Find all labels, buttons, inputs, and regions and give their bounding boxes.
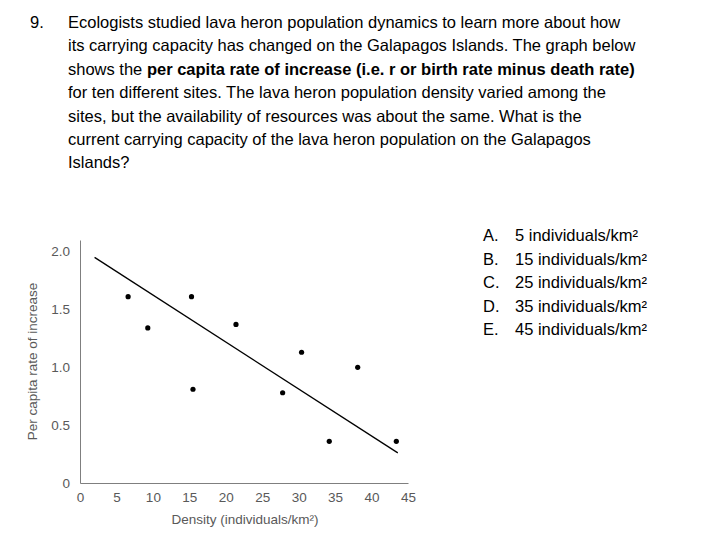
x-axis: 0 5 10 15 20 25 30 35 40 45 — [77, 483, 416, 505]
y-tick: 2.0 — [51, 244, 80, 259]
trend-line — [95, 257, 398, 453]
choice-text: 25 individuals/km² — [515, 273, 648, 291]
x-tick: 30 — [292, 483, 307, 505]
y-tick-label: 2.0 — [51, 244, 70, 259]
choice-letter: A. — [483, 226, 499, 244]
choice-text: 45 individuals/km² — [515, 320, 648, 338]
y-tick: 0.5 — [51, 418, 80, 433]
question-number: 9. — [30, 13, 44, 31]
question-run: current carrying capacity of the lava he… — [68, 130, 591, 148]
x-tick-label: 20 — [219, 490, 234, 505]
data-point — [299, 350, 304, 355]
x-tick: 25 — [255, 483, 270, 505]
question-line: for ten different sites. The lava heron … — [68, 83, 606, 101]
choice-letter: C. — [483, 273, 500, 291]
x-tick-label: 40 — [365, 490, 380, 505]
question-run: shows the — [68, 60, 147, 78]
y-tick-label: 0 — [62, 476, 70, 491]
y-tick-label: 0.5 — [51, 418, 70, 433]
y-tick: 1.0 — [51, 360, 80, 375]
x-tick-label: 30 — [292, 490, 307, 505]
choice-letter: D. — [483, 297, 500, 315]
y-tick: 0 — [62, 476, 80, 491]
x-tick-label: 45 — [401, 490, 416, 505]
x-tick-label: 0 — [77, 490, 85, 505]
question-line: current carrying capacity of the lava he… — [68, 130, 591, 148]
data-point — [190, 387, 195, 392]
choice-text: 15 individuals/km² — [515, 250, 648, 268]
y-tick: 1.5 — [51, 302, 80, 317]
choice-letter: E. — [483, 320, 499, 338]
x-tick: 35 — [328, 483, 343, 505]
question-run: Islands? — [68, 153, 129, 171]
x-tick-label: 5 — [113, 490, 121, 505]
choice-letter: B. — [483, 250, 499, 268]
question-line: Islands? — [68, 153, 129, 171]
x-tick: 40 — [365, 483, 380, 505]
data-point — [126, 294, 131, 299]
choice-text: 5 individuals/km² — [515, 226, 638, 244]
x-axis-line — [81, 483, 409, 484]
y-tick-label: 1.0 — [51, 360, 70, 375]
x-axis-title: Density (individuals/km²) — [171, 512, 318, 527]
question-run: its carrying capacity has changed on the… — [68, 36, 636, 54]
x-tick: 15 — [182, 483, 197, 505]
data-point — [145, 325, 150, 330]
question-run: Ecologists studied lava heron population… — [68, 13, 620, 31]
data-point — [189, 294, 194, 299]
x-tick: 0 — [77, 483, 85, 505]
y-axis-title: Per capita rate of increase — [25, 283, 40, 441]
y-tick-label: 1.5 — [51, 302, 70, 317]
question-line: sites, but the availability of resources… — [68, 107, 582, 125]
data-point — [280, 390, 285, 395]
x-tick-label: 10 — [146, 490, 161, 505]
data-point — [355, 365, 360, 370]
x-tick: 45 — [401, 483, 416, 505]
page-body: {"question": {"number": "9.", "lines": [… — [0, 0, 720, 540]
plot-area — [95, 257, 399, 453]
x-tick: 10 — [146, 483, 161, 505]
x-tick: 5 — [113, 483, 121, 505]
x-tick-label: 15 — [182, 490, 197, 505]
question-run: for ten different sites. The lava heron … — [68, 83, 606, 101]
question-line: Ecologists studied lava heron population… — [68, 13, 620, 31]
question-emphasis: per capita rate of increase (i.e. r or b… — [147, 60, 635, 78]
question-line: its carrying capacity has changed on the… — [68, 36, 636, 54]
page: 9. Ecologists studied lava heron populati… — [0, 0, 720, 540]
x-tick: 20 — [219, 483, 234, 505]
x-tick-label: 35 — [328, 490, 343, 505]
data-point — [327, 439, 332, 444]
question-run: sites, but the availability of resources… — [68, 107, 582, 125]
data-point — [394, 439, 399, 444]
question-line: shows the per capita rate of increase (i… — [68, 60, 635, 78]
x-tick-label: 25 — [255, 490, 270, 505]
y-axis-line — [80, 241, 81, 484]
data-point — [233, 322, 238, 327]
scatter-series — [126, 294, 399, 444]
choice-text: 35 individuals/km² — [515, 297, 648, 315]
y-axis: 0 0.5 1.0 1.5 2.0 — [51, 241, 80, 491]
page-svg: 9. Ecologists studied lava heron populati… — [0, 0, 720, 540]
